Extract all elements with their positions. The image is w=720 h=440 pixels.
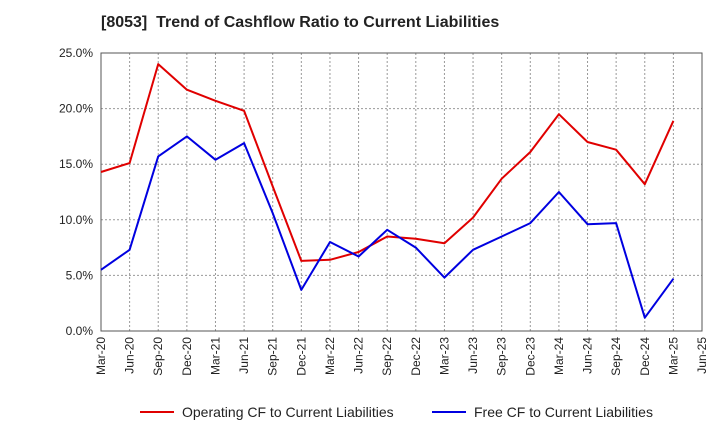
series-line-free-cf (100, 135, 675, 319)
legend-label-operating-cf: Operating CF to Current Liabilities (182, 404, 394, 420)
legend-item-free-cf: Free CF to Current Liabilities (432, 404, 653, 420)
x-tick-label: Sep-20 (151, 337, 165, 376)
x-tick-label: Jun-21 (237, 337, 251, 374)
legend: Operating CF to Current Liabilities Free… (0, 404, 720, 426)
x-tick-label: Jun-24 (581, 337, 595, 374)
y-tick-label: 20.0% (59, 102, 93, 116)
y-axis-tick-labels: 0.0% 5.0% 10.0% 15.0% 20.0% 25.0% (59, 46, 93, 338)
x-tick-label: Mar-22 (323, 337, 337, 375)
x-tick-label: Dec-22 (409, 337, 423, 376)
x-axis-tick-labels: Mar-20 Jun-20 Sep-20 Dec-20 Mar-21 Jun-21 Sep-… (94, 337, 709, 376)
y-tick-label: 25.0% (59, 46, 93, 60)
line-chart: 0.0% 5.0% 10.0% 15.0% 20.0% 25.0% Mar-20 Jun-2… (59, 46, 709, 376)
y-tick-label: 10.0% (59, 213, 93, 227)
x-tick-label: Dec-24 (638, 337, 652, 376)
x-tick-label: Mar-24 (552, 337, 566, 375)
y-tick-label: 5.0% (66, 268, 94, 282)
x-tick-label: Mar-23 (437, 337, 451, 375)
x-tick-label: Jun-25 (695, 337, 709, 374)
y-tick-label: 15.0% (59, 157, 93, 171)
y-tick-label: 0.0% (66, 324, 94, 338)
x-tick-label: Dec-21 (294, 337, 308, 376)
legend-label-free-cf: Free CF to Current Liabilities (474, 404, 653, 420)
x-tick-label: Jun-22 (352, 337, 366, 374)
legend-swatch-free-cf (432, 411, 466, 413)
x-tick-label: Mar-21 (208, 337, 222, 375)
x-tick-label: Mar-25 (666, 337, 680, 375)
legend-swatch-operating-cf (140, 411, 174, 413)
x-tick-label: Mar-20 (94, 337, 108, 375)
x-tick-label: Sep-22 (380, 337, 394, 376)
series-line-operating-cf (100, 63, 675, 262)
legend-item-operating-cf: Operating CF to Current Liabilities (140, 404, 394, 420)
x-tick-label: Jun-20 (123, 337, 137, 374)
grid-lines (101, 53, 702, 331)
chart-title: [8053] Trend of Cashflow Ratio to Curren… (101, 14, 500, 31)
x-tick-label: Jun-23 (466, 337, 480, 374)
x-tick-label: Sep-24 (609, 337, 623, 376)
x-tick-label: Sep-23 (495, 337, 509, 376)
plot-area-frame (100, 52, 703, 332)
x-tick-label: Dec-20 (180, 337, 194, 376)
x-tick-label: Sep-21 (266, 337, 280, 376)
series-lines (100, 63, 675, 319)
x-tick-label: Dec-23 (523, 337, 537, 376)
